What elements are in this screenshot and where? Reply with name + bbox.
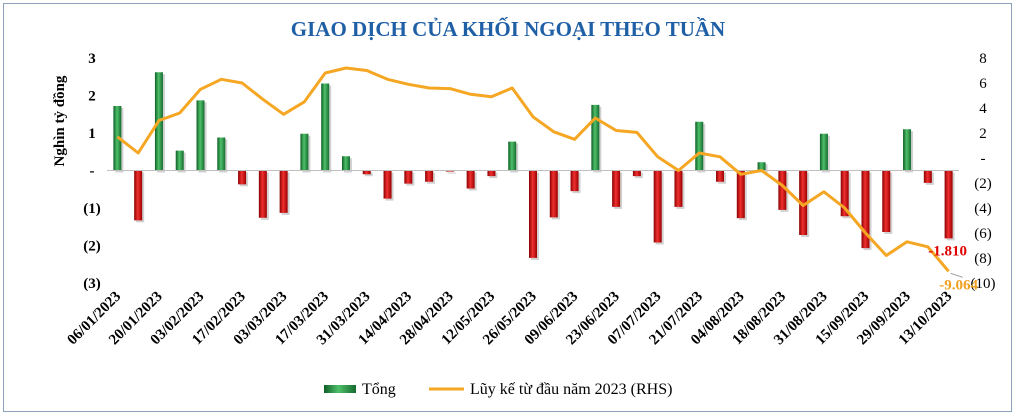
bar-negative	[466, 170, 475, 189]
last-line-value-label: -9.064	[939, 277, 978, 293]
chart-title: GIAO DỊCH CỦA KHỐI NGOẠI THEO TUẦN	[291, 17, 725, 41]
bar-negative	[383, 170, 392, 199]
bar-negative	[882, 170, 891, 232]
bar-positive	[695, 121, 704, 171]
chart: GIAO DỊCH CỦA KHỐI NGOẠI THEO TUẦN Nghìn…	[52, 17, 996, 398]
bar-negative	[778, 170, 787, 210]
bar-negative	[404, 170, 413, 184]
bar-positive	[591, 104, 600, 171]
bar-negative	[736, 170, 745, 219]
right-tick-label: (8)	[974, 251, 992, 267]
bar-negative	[238, 170, 247, 185]
left-tick-label: 2	[88, 89, 96, 105]
bar-negative	[529, 170, 537, 258]
left-axis-ticks: 3 2 1 - (1) (2) (3)	[83, 51, 101, 292]
bar-negative	[861, 170, 870, 249]
legend-label-cumulative: Lũy kế từ đầu năm 2023 (RHS)	[470, 381, 672, 398]
bar-negative	[570, 170, 579, 192]
legend-swatch-total	[324, 385, 356, 393]
bar-negative	[612, 170, 621, 207]
bar-negative	[258, 170, 267, 218]
left-tick-label: (2)	[83, 239, 101, 255]
legend: Tổng Lũy kế từ đầu năm 2023 (RHS)	[324, 381, 672, 398]
bar-series	[113, 72, 955, 260]
cumulative-line	[116, 66, 950, 273]
left-tick-label: (3)	[83, 276, 101, 292]
right-tick-label: 2	[979, 126, 987, 142]
x-axis-ticks: 06/01/202320/01/202303/02/202317/02/2023…	[65, 289, 956, 349]
right-axis-ticks: 8 6 4 2 - (2) (4) (6) (8) (10)	[971, 51, 996, 292]
annotation-leader-line	[950, 272, 963, 278]
right-tick-label: 6	[979, 76, 987, 92]
legend-label-total: Tổng	[362, 381, 396, 398]
bar-positive	[757, 162, 766, 171]
bar-negative	[653, 170, 662, 243]
bar-negative	[632, 170, 641, 177]
right-tick-label: 8	[979, 51, 987, 67]
left-tick-label: 3	[88, 51, 96, 67]
left-tick-label: -	[90, 164, 95, 180]
right-tick-label: -	[981, 151, 986, 167]
bar-positive	[508, 141, 517, 171]
right-tick-label: (2)	[974, 176, 992, 192]
right-tick-label: (6)	[974, 226, 992, 242]
chart-frame: GIAO DỊCH CỦA KHỐI NGOẠI THEO TUẦN Nghìn…	[3, 3, 1012, 412]
bar-negative	[487, 170, 496, 177]
bar-negative	[923, 170, 932, 183]
bar-positive	[321, 83, 330, 171]
left-tick-label: (1)	[83, 201, 101, 217]
y-axis-label: Nghìn tỷ đồng	[52, 75, 68, 166]
bar-shadow	[447, 172, 456, 174]
right-tick-label: (4)	[974, 201, 992, 217]
bar-negative	[279, 170, 288, 213]
bar-negative	[549, 170, 558, 218]
last-bar-value-label: -1.810	[928, 243, 967, 259]
bar-negative	[716, 170, 725, 182]
bar-negative	[840, 170, 849, 217]
bar-positive	[196, 100, 205, 171]
bar-positive	[819, 133, 828, 171]
bar-positive	[341, 156, 350, 171]
bar-shadow	[364, 172, 373, 177]
right-tick-label: 4	[979, 101, 987, 117]
annotations: -1.810 -9.064	[928, 243, 978, 293]
bar-positive	[300, 133, 309, 171]
right-tick-label: (10)	[971, 276, 996, 292]
bar-negative	[445, 170, 454, 172]
bar-negative	[799, 170, 808, 235]
bar-negative	[674, 170, 683, 207]
bar-positive	[175, 150, 184, 171]
bar-negative	[134, 170, 143, 221]
bar-negative	[362, 170, 371, 175]
left-tick-label: 1	[88, 126, 96, 142]
bar-negative	[425, 170, 434, 182]
bar-negative	[944, 170, 953, 239]
bar-positive	[217, 137, 226, 171]
line-series	[116, 66, 950, 273]
bar-positive	[903, 129, 912, 171]
